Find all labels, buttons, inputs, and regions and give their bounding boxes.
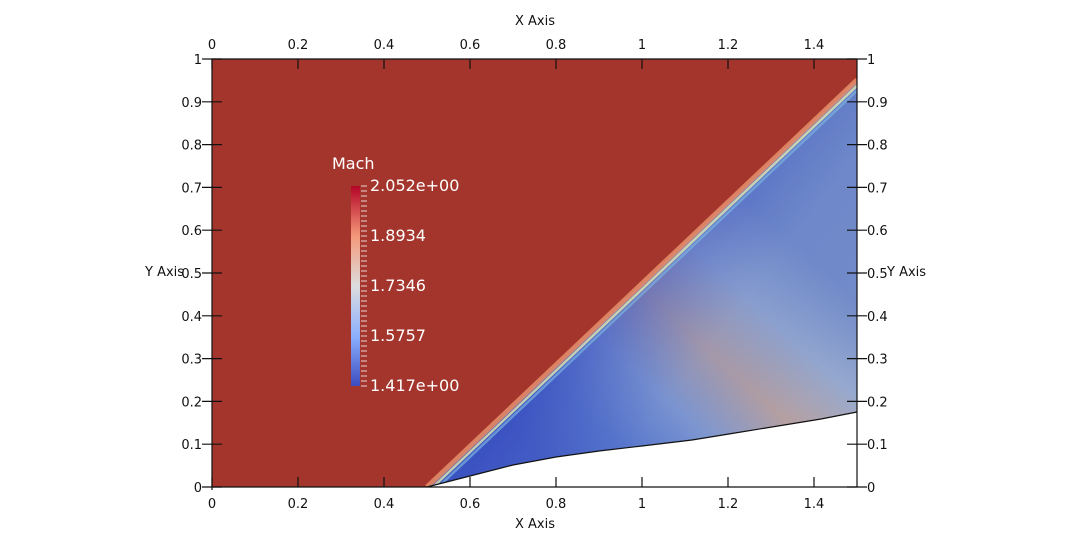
y-tick-label-right: 0.5 [867,267,888,282]
y-tick-label-left: 0.7 [181,181,202,196]
y-tick-label-right: 0.6 [867,224,888,239]
x-tick-label-top: 0 [208,38,216,53]
y-tick-label-left: 0 [194,481,202,496]
colorbar-label-max: 2.052e+00 [370,176,459,195]
y-tick-label-left: 0.8 [181,139,202,154]
y-tick-label-right: 0.7 [867,181,888,196]
y-tick-label-left: 0.1 [181,438,202,453]
y-tick-label-left: 0.3 [181,353,202,368]
x-axis-title-top: X Axis [515,14,555,29]
wall-profile [426,411,858,488]
y-tick-label-right: 0.1 [867,438,888,453]
x-tick-label-bottom: 0.2 [288,497,309,512]
y-tick-label-right: 0 [867,481,875,496]
x-tick-label-bottom: 1 [638,497,646,512]
y-axis-title-right: Y Axis [886,265,926,280]
x-tick-label-top: 0.6 [460,38,481,53]
y-tick-label-right: 0.9 [867,96,888,111]
x-tick-label-top: 1.2 [718,38,739,53]
x-tick-label-top: 0.4 [374,38,395,53]
x-tick-label-bottom: 1.4 [804,497,825,512]
y-tick-label-right: 1 [867,53,875,68]
y-tick-label-right: 0.4 [867,310,888,325]
colorbar-title: Mach [332,154,375,173]
shock-edge [433,83,857,487]
colorbar-gradient [351,186,360,386]
y-tick-label-left: 0.6 [181,224,202,239]
x-tick-label-top: 0.2 [288,38,309,53]
y-tick-label-left: 1 [194,53,202,68]
y-tick-label-right: 0.3 [867,353,888,368]
y-tick-label-left: 0.5 [181,267,202,282]
colorbar-label-4: 1.5757 [370,326,426,345]
x-tick-label-top: 0.8 [546,38,567,53]
x-tick-label-bottom: 0.4 [374,497,395,512]
y-tick-label-left: 0.2 [181,395,202,410]
colorbar-label-2: 1.8934 [370,226,426,245]
colorbar-ticks [361,185,367,387]
x-tick-label-bottom: 0.8 [546,497,567,512]
x-tick-label-bottom: 0 [208,497,216,512]
colorbar-label-min: 1.417e+00 [370,376,459,395]
flow-field [212,59,857,487]
shock-highlight [430,81,857,487]
axis-ticks: 000.20.20.40.40.60.60.80.8111.21.21.41.4… [181,38,887,512]
y-axis-title-left: Y Axis [144,265,184,280]
colorbar-legend: Mach 2.052e+00 1.8934 1.7346 1.5757 1.41… [332,154,459,395]
x-axis-title-bottom: X Axis [515,517,555,532]
shock-wave [425,78,857,487]
x-tick-label-bottom: 1.2 [718,497,739,512]
x-tick-label-top: 1 [638,38,646,53]
colorbar-label-3: 1.7346 [370,276,426,295]
x-tick-label-top: 1.4 [804,38,825,53]
x-tick-label-bottom: 0.6 [460,497,481,512]
y-tick-label-left: 0.9 [181,96,202,111]
y-tick-label-right: 0.2 [867,395,888,410]
y-tick-label-right: 0.8 [867,139,888,154]
y-tick-label-left: 0.4 [181,310,202,325]
